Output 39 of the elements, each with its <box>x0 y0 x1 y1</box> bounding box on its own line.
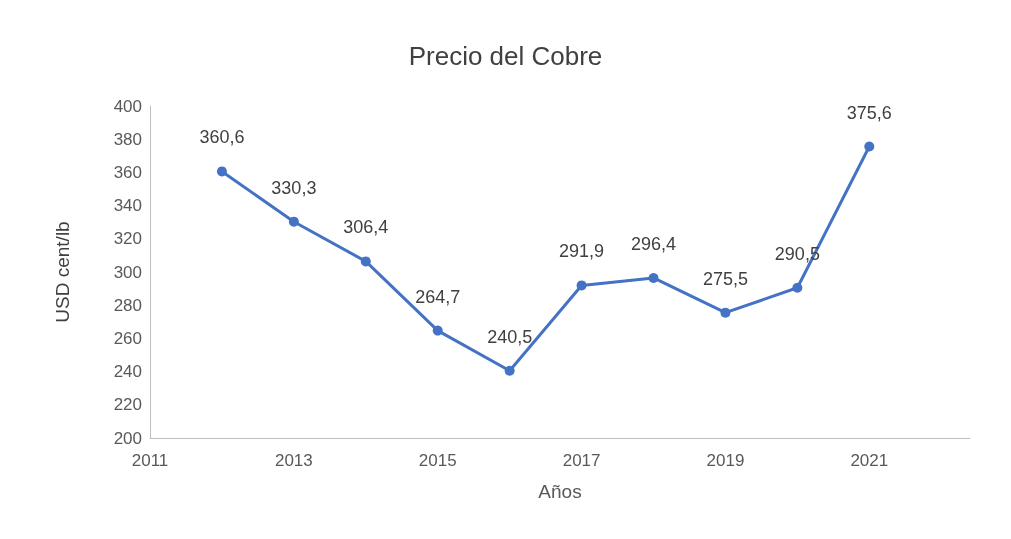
y-tick-label: 260 <box>113 328 142 348</box>
y-tick-label: 320 <box>113 229 142 249</box>
data-label: 360,6 <box>199 127 245 148</box>
y-axis-title: USD cent/lb <box>52 221 73 323</box>
y-tick-label: 280 <box>113 295 142 315</box>
point <box>648 272 659 283</box>
data-label: 306,4 <box>343 217 389 238</box>
y-tick-label: 340 <box>113 196 142 216</box>
data-label: 296,4 <box>630 233 677 254</box>
chart-title: Precio del Cobre <box>408 41 603 71</box>
point <box>288 216 299 227</box>
point <box>720 307 731 318</box>
y-tick-label: 300 <box>113 262 142 282</box>
x-tick-label: 2019 <box>706 451 745 470</box>
x-tick-label: 2021 <box>850 451 889 470</box>
point <box>576 280 587 291</box>
point <box>216 166 227 177</box>
x-axis-title: Años <box>538 481 582 502</box>
x-tick-label: 2017 <box>562 451 601 470</box>
point <box>504 365 515 376</box>
y-tick-label: 200 <box>113 428 142 448</box>
y-tick-label: 380 <box>113 129 142 149</box>
data-label: 240,5 <box>487 326 533 347</box>
y-tick-label: 360 <box>113 162 142 182</box>
data-label: 291,9 <box>559 241 605 262</box>
y-tick-label: 240 <box>113 362 142 382</box>
point <box>360 256 371 267</box>
data-label: 275,5 <box>702 268 748 289</box>
y-tick-label: 400 <box>113 96 142 116</box>
point <box>432 325 443 336</box>
point <box>864 141 875 152</box>
x-tick-label: 2011 <box>131 451 169 470</box>
point <box>792 282 803 293</box>
x-tick-label: 2015 <box>418 451 457 470</box>
data-label: 264,7 <box>415 286 461 307</box>
data-label: 375,6 <box>846 102 892 123</box>
x-tick-label: 2013 <box>274 451 313 470</box>
y-tick-label: 220 <box>113 395 142 415</box>
data-label: 330,3 <box>271 177 317 198</box>
